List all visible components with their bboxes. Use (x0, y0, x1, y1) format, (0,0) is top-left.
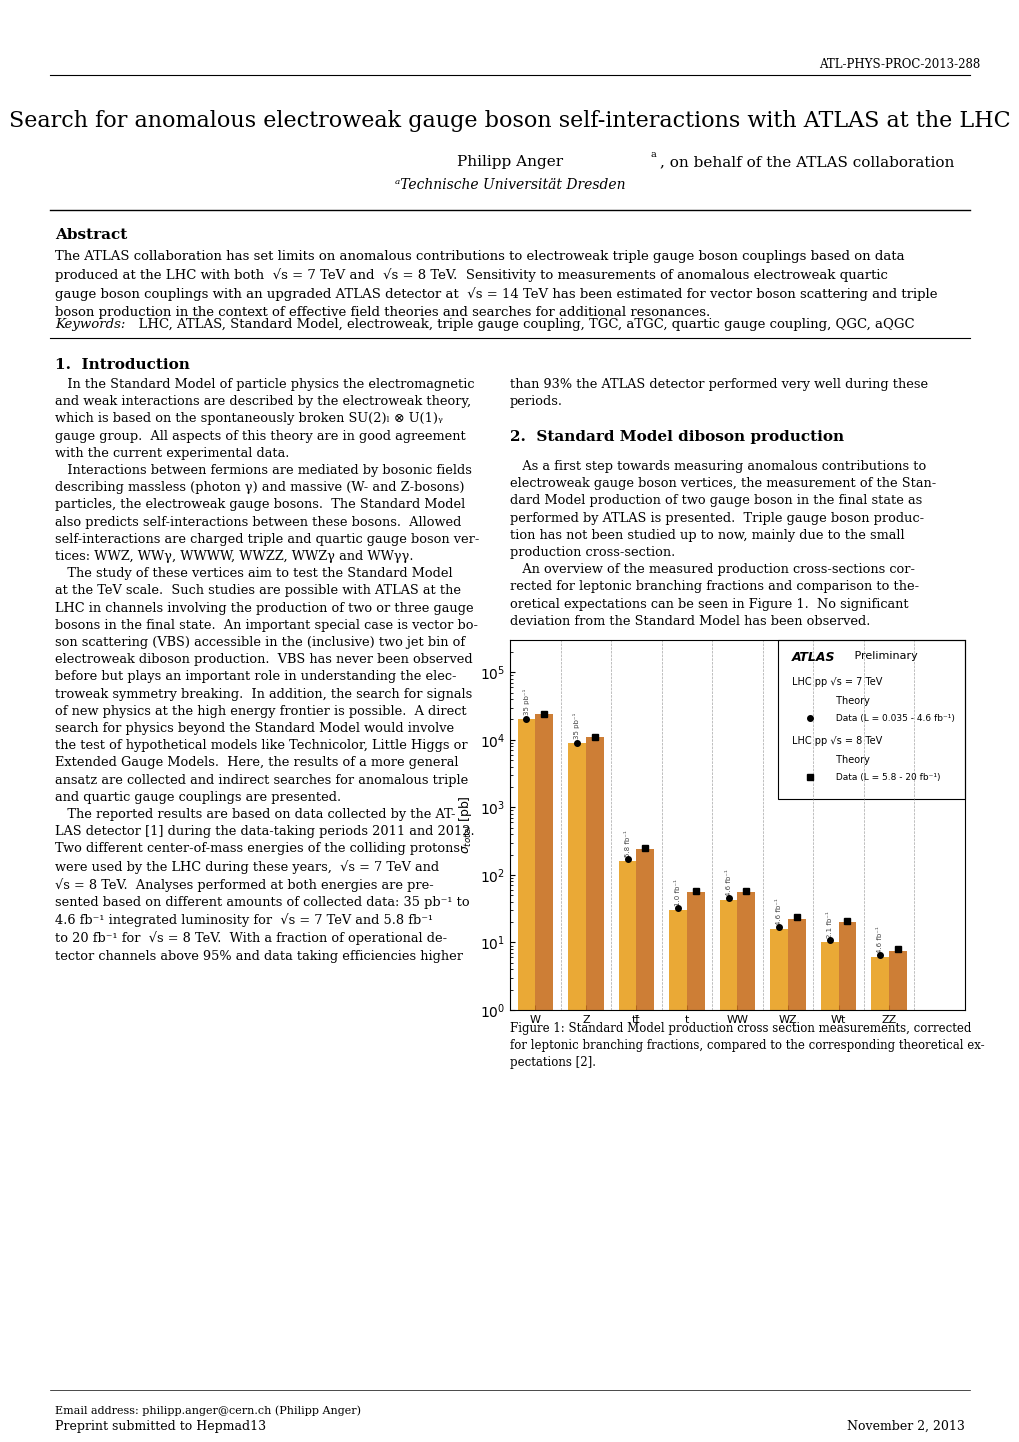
Text: Keywords:: Keywords: (55, 319, 125, 332)
Text: Theory: Theory (833, 695, 869, 705)
Bar (737, 893, 754, 1442)
Text: Email address: philipp.anger@cern.ch (Philipp Anger): Email address: philipp.anger@cern.ch (Ph… (55, 1405, 361, 1416)
Bar (820, 943, 838, 1442)
Text: LHC, ATLAS, Standard Model, electroweak, triple gauge coupling, TGC, aTGC, quart: LHC, ATLAS, Standard Model, electroweak,… (129, 319, 914, 332)
Bar (585, 737, 603, 1442)
Bar (636, 849, 653, 1442)
Text: Abstract: Abstract (55, 228, 127, 242)
Bar (769, 929, 788, 1442)
Text: As a first step towards measuring anomalous contributions to
electroweak gauge b: As a first step towards measuring anomal… (510, 460, 935, 627)
Text: Preliminary: Preliminary (851, 652, 917, 660)
Text: 1.0 fb⁻¹: 1.0 fb⁻¹ (675, 880, 681, 906)
Text: Data (L = 0.035 - 4.6 fb⁻¹): Data (L = 0.035 - 4.6 fb⁻¹) (833, 714, 954, 722)
Text: Figure 1: Standard Model production cross section measurements, corrected
for le: Figure 1: Standard Model production cros… (510, 1022, 983, 1069)
Text: 4.6 fb⁻¹: 4.6 fb⁻¹ (876, 927, 882, 953)
Bar (668, 910, 686, 1442)
Y-axis label: $\sigma_{total}$ [pb]: $\sigma_{total}$ [pb] (457, 796, 474, 855)
Bar (619, 861, 636, 1442)
Bar (719, 900, 737, 1442)
Text: Preprint submitted to Hepmad13: Preprint submitted to Hepmad13 (55, 1420, 266, 1433)
Bar (568, 743, 585, 1442)
Bar (870, 957, 889, 1442)
Text: Data (L = 5.8 - 20 fb⁻¹): Data (L = 5.8 - 20 fb⁻¹) (833, 773, 940, 782)
Bar (517, 720, 535, 1442)
Bar (686, 893, 704, 1442)
Text: November 2, 2013: November 2, 2013 (847, 1420, 964, 1433)
Text: LHC pp √s = 7 TeV: LHC pp √s = 7 TeV (792, 676, 881, 686)
Bar (792, 692, 827, 707)
FancyBboxPatch shape (777, 640, 964, 799)
Text: a: a (650, 150, 656, 159)
Text: Philipp Anger: Philipp Anger (457, 154, 562, 169)
Bar (535, 714, 552, 1442)
Text: In the Standard Model of particle physics the electromagnetic
and weak interacti: In the Standard Model of particle physic… (55, 378, 479, 963)
Text: 2.1 fb⁻¹: 2.1 fb⁻¹ (826, 911, 832, 939)
Bar (889, 950, 906, 1442)
Text: 2.  Standard Model diboson production: 2. Standard Model diboson production (510, 430, 844, 444)
Text: Theory: Theory (833, 754, 869, 764)
Text: 5.8 fb⁻¹: 5.8 fb⁻¹ (624, 831, 630, 857)
Text: Search for anomalous electroweak gauge boson self-interactions with ATLAS at the: Search for anomalous electroweak gauge b… (9, 110, 1010, 133)
Text: 35 pb⁻¹: 35 pb⁻¹ (573, 712, 580, 738)
Text: ATL-PHYS-PROC-2013-288: ATL-PHYS-PROC-2013-288 (818, 58, 979, 71)
Text: , on behalf of the ATLAS collaboration: , on behalf of the ATLAS collaboration (659, 154, 954, 169)
Text: ᵃTechnische Universität Dresden: ᵃTechnische Universität Dresden (394, 177, 625, 192)
Text: 4.6 fb⁻¹: 4.6 fb⁻¹ (775, 898, 782, 924)
Bar (838, 921, 856, 1442)
Text: 4.6 fb⁻¹: 4.6 fb⁻¹ (725, 870, 731, 897)
Bar (792, 751, 827, 766)
Text: 35 pb⁻¹: 35 pb⁻¹ (523, 689, 530, 715)
Text: LHC pp √s = 8 TeV: LHC pp √s = 8 TeV (792, 737, 881, 746)
Bar (788, 920, 805, 1442)
Text: than 93% the ATLAS detector performed very well during these
periods.: than 93% the ATLAS detector performed ve… (510, 378, 927, 408)
Text: ATLAS: ATLAS (792, 652, 835, 665)
Text: The ATLAS collaboration has set limits on anomalous contributions to electroweak: The ATLAS collaboration has set limits o… (55, 249, 936, 319)
Text: 1.  Introduction: 1. Introduction (55, 358, 190, 372)
